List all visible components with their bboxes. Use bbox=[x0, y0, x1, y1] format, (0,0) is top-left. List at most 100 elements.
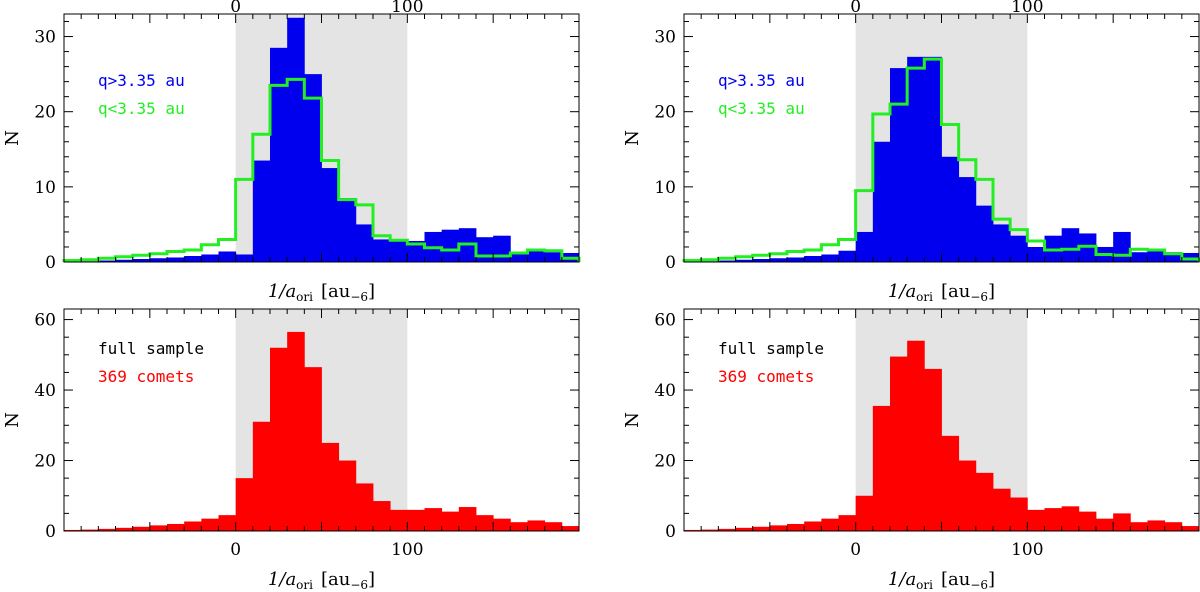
histogram-bar bbox=[390, 509, 408, 531]
x-axis-label: 1/aori [au−6] bbox=[888, 569, 995, 592]
histogram-bar bbox=[1113, 513, 1131, 531]
histogram-bar bbox=[98, 528, 116, 531]
histogram-bar bbox=[476, 515, 494, 531]
x-tick-label-bottom: 100 bbox=[391, 540, 423, 560]
histogram-bar bbox=[787, 523, 805, 531]
histogram-bar bbox=[167, 257, 185, 262]
histogram-bar bbox=[804, 255, 822, 262]
y-axis-label: N bbox=[2, 412, 23, 428]
x-tick-label-bottom: 100 bbox=[1011, 540, 1043, 560]
histogram-bar bbox=[373, 239, 391, 262]
x-axis-label-close: ] bbox=[988, 569, 995, 590]
histogram-bar bbox=[1130, 252, 1148, 262]
y-axis-label: N bbox=[622, 130, 643, 146]
histogram-bar bbox=[718, 260, 736, 262]
y-tick-label: 20 bbox=[654, 452, 676, 472]
histogram-bar bbox=[201, 254, 219, 262]
histogram-bar bbox=[1010, 235, 1028, 262]
histogram-bar bbox=[304, 367, 322, 531]
histogram-bar bbox=[1181, 252, 1200, 262]
panel-top-right-histogram: 0 10 20 30 0 100 N 1/aori [au−6] q>3.35 au q<3.35 … bbox=[622, 0, 1200, 304]
x-tick-label-bottom: 0 bbox=[230, 540, 241, 560]
histogram-bar bbox=[1078, 233, 1097, 262]
histogram-bar bbox=[993, 224, 1011, 262]
histogram-bar bbox=[218, 251, 237, 262]
histogram-bar bbox=[924, 56, 942, 262]
histogram-bar bbox=[252, 421, 271, 531]
histogram-bar bbox=[718, 528, 736, 531]
y-tick-label: 20 bbox=[654, 103, 676, 123]
x-axis-label: 1/aori [au−6] bbox=[888, 281, 995, 304]
histogram-bar bbox=[201, 518, 219, 531]
y-axis-label: N bbox=[2, 130, 23, 146]
histogram-bar bbox=[855, 495, 874, 531]
x-axis-label-subscript: ori bbox=[916, 578, 933, 592]
histogram-bar bbox=[735, 527, 754, 531]
histogram-bar bbox=[890, 356, 908, 531]
histogram-bar bbox=[907, 340, 925, 531]
y-tick-label: 30 bbox=[34, 28, 56, 48]
y-tick-label: 10 bbox=[34, 178, 56, 198]
histogram-bar bbox=[924, 368, 942, 531]
x-axis-label-unit-exponent: −6 bbox=[970, 290, 988, 304]
histogram-bar bbox=[390, 240, 408, 262]
panel-top-left-histogram: 0 10 20 30 0 100 N 1/aori [au−6] q>3.35 au q<3.35 … bbox=[2, 0, 581, 304]
histogram-bar bbox=[441, 511, 460, 531]
y-tick-label: 0 bbox=[45, 522, 56, 542]
x-tick-label-top: 100 bbox=[391, 0, 423, 17]
histogram-bar bbox=[804, 521, 822, 531]
histogram-bar bbox=[1027, 509, 1045, 531]
y-tick-label: 20 bbox=[34, 103, 56, 123]
legend-entry: q>3.35 au bbox=[718, 71, 805, 90]
y-tick-label: 40 bbox=[654, 381, 676, 401]
histogram-bar bbox=[441, 229, 460, 262]
histogram-bar bbox=[752, 258, 771, 262]
x-axis-label-close: ] bbox=[988, 281, 995, 302]
histogram-bar bbox=[1044, 508, 1063, 531]
histogram-bar bbox=[787, 257, 805, 262]
histogram-bar bbox=[821, 518, 839, 531]
histogram-bar bbox=[958, 460, 977, 531]
histogram-bar bbox=[1113, 231, 1131, 262]
histogram-bar bbox=[493, 518, 511, 531]
x-axis-label-unit: [au bbox=[321, 569, 350, 590]
x-axis-label-unit: [au bbox=[321, 281, 350, 302]
y-tick-label: 0 bbox=[665, 253, 676, 273]
histogram-bar bbox=[872, 141, 891, 262]
histogram-bar bbox=[338, 198, 357, 262]
histogram-bar bbox=[1061, 228, 1080, 262]
histogram-bar bbox=[252, 160, 271, 262]
histogram-bar bbox=[510, 522, 528, 531]
histogram-bar bbox=[1164, 252, 1183, 262]
histogram-bar bbox=[338, 460, 357, 531]
histogram-bar bbox=[287, 331, 305, 531]
histogram-bar bbox=[321, 168, 340, 262]
x-axis-label-unit-exponent: −6 bbox=[350, 290, 368, 304]
y-tick-label: 30 bbox=[654, 28, 676, 48]
histogram-bar bbox=[321, 442, 340, 531]
legend-entry: q<3.35 au bbox=[718, 99, 805, 118]
x-tick-label-top: 0 bbox=[850, 0, 861, 17]
histogram-bar bbox=[218, 515, 237, 531]
histogram-bar bbox=[890, 68, 908, 262]
histogram-bar bbox=[872, 405, 891, 531]
histogram-bar bbox=[1096, 518, 1114, 531]
y-tick-label: 0 bbox=[665, 522, 676, 542]
panel-bottom-left-histogram: 0 20 40 60 0 100 N 1/aori [au−6] full sample 369 c… bbox=[2, 308, 580, 592]
histogram-bar bbox=[855, 231, 874, 262]
x-axis-label-unit: [au bbox=[941, 281, 970, 302]
histogram-bar bbox=[993, 488, 1011, 531]
x-tick-label-top: 0 bbox=[230, 0, 241, 17]
histogram-bar bbox=[64, 529, 82, 531]
x-axis-label-unit-exponent: −6 bbox=[970, 578, 988, 592]
histogram-bar bbox=[561, 526, 580, 531]
histogram-bar bbox=[149, 525, 168, 531]
histogram-bar bbox=[373, 501, 391, 531]
histogram-bar bbox=[407, 240, 425, 262]
histogram-bar bbox=[527, 520, 546, 531]
histogram-bar bbox=[1010, 497, 1028, 531]
histogram-bar bbox=[544, 252, 563, 262]
histogram-bar bbox=[115, 259, 134, 262]
histogram-bar bbox=[149, 258, 168, 262]
